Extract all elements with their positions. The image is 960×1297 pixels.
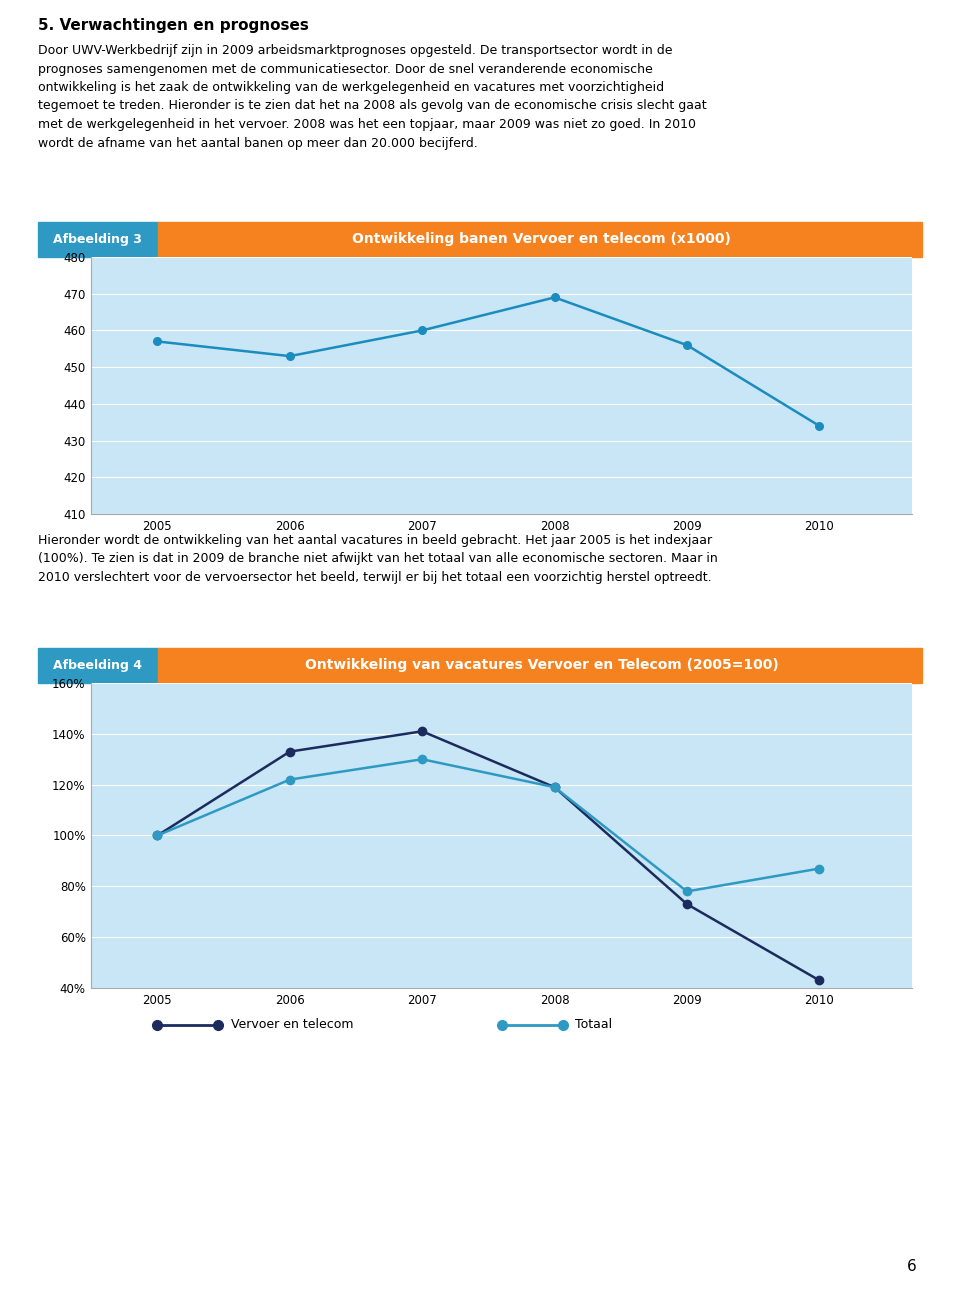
Text: Afbeelding 4: Afbeelding 4 <box>53 659 142 672</box>
Text: Afbeelding 3: Afbeelding 3 <box>53 233 142 246</box>
Vervoer en telecom <box>549 779 561 795</box>
Line: Vervoer en telecom: Vervoer en telecom <box>154 728 824 984</box>
Text: Ontwikkeling van vacatures Vervoer en Telecom (2005=100): Ontwikkeling van vacatures Vervoer en Te… <box>305 659 779 673</box>
Bar <box>38 222 157 257</box>
Totaal <box>417 751 428 767</box>
Vervoer en telecom <box>813 973 825 988</box>
Text: Door UWV-Werkbedrijf zijn in 2009 arbeidsmarktprognoses opgesteld. De transports: Door UWV-Werkbedrijf zijn in 2009 arbeid… <box>38 44 707 149</box>
Bar <box>157 222 922 257</box>
Text: Ontwikkeling banen Vervoer en telecom (x1000): Ontwikkeling banen Vervoer en telecom (x… <box>352 232 732 246</box>
Text: Vervoer en telecom: Vervoer en telecom <box>230 1018 353 1031</box>
Bar <box>38 648 157 684</box>
Vervoer en telecom <box>682 896 693 912</box>
Line: Totaal: Totaal <box>154 755 824 896</box>
Bar <box>157 648 922 684</box>
Totaal <box>682 883 693 899</box>
Vervoer en telecom <box>417 724 428 739</box>
Totaal <box>813 861 825 877</box>
Text: 5. Verwachtingen en prognoses: 5. Verwachtingen en prognoses <box>38 18 309 32</box>
Vervoer en telecom <box>152 827 163 843</box>
Text: Hieronder wordt de ontwikkeling van het aantal vacatures in beeld gebracht. Het : Hieronder wordt de ontwikkeling van het … <box>38 534 718 584</box>
Totaal <box>152 827 163 843</box>
Text: Totaal: Totaal <box>575 1018 612 1031</box>
Totaal <box>284 772 296 787</box>
Totaal <box>549 779 561 795</box>
Vervoer en telecom <box>284 744 296 760</box>
Text: 6: 6 <box>907 1258 917 1274</box>
